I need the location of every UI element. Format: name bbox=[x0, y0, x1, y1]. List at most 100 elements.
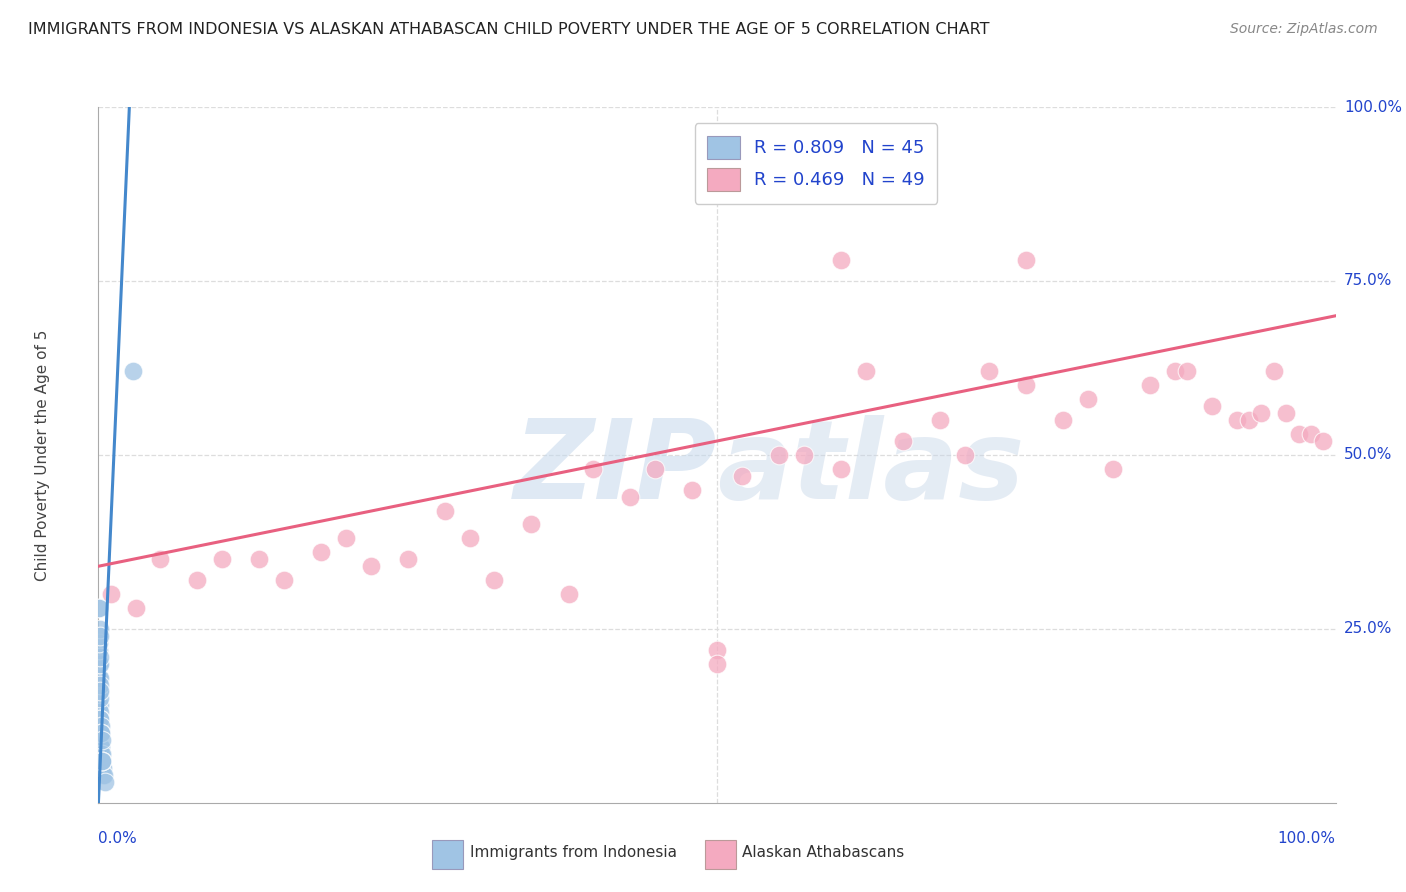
Point bbox=[706, 642, 728, 657]
Text: 25.0%: 25.0% bbox=[1344, 622, 1392, 636]
Point bbox=[247, 552, 270, 566]
Point bbox=[89, 629, 111, 643]
Point bbox=[1275, 406, 1298, 420]
Point bbox=[89, 601, 111, 615]
Point bbox=[793, 448, 815, 462]
Point bbox=[90, 726, 112, 740]
Point bbox=[520, 517, 543, 532]
Point bbox=[830, 462, 852, 476]
Point bbox=[91, 761, 114, 775]
Point bbox=[122, 364, 145, 378]
Point bbox=[1237, 413, 1260, 427]
Point bbox=[1077, 392, 1099, 407]
Point bbox=[89, 671, 111, 685]
Point bbox=[1201, 399, 1223, 413]
Point bbox=[1288, 427, 1310, 442]
Point bbox=[644, 462, 666, 476]
Point bbox=[89, 712, 111, 726]
Point bbox=[1015, 253, 1038, 268]
Text: 0.0%: 0.0% bbox=[98, 830, 138, 846]
Point bbox=[89, 761, 111, 775]
Point bbox=[706, 657, 728, 671]
Point bbox=[100, 587, 122, 601]
Point bbox=[91, 754, 114, 768]
Point bbox=[90, 761, 112, 775]
Point bbox=[1226, 413, 1249, 427]
Point bbox=[89, 712, 111, 726]
Point bbox=[582, 462, 605, 476]
Point bbox=[89, 649, 111, 664]
Point bbox=[89, 671, 111, 685]
Text: atlas: atlas bbox=[717, 416, 1025, 523]
Point bbox=[396, 552, 419, 566]
Point bbox=[89, 691, 111, 706]
Bar bbox=[433, 839, 464, 869]
Point bbox=[90, 747, 112, 761]
Point bbox=[211, 552, 233, 566]
Point bbox=[90, 740, 112, 755]
Point bbox=[1015, 378, 1038, 392]
Point bbox=[93, 768, 115, 782]
Point bbox=[335, 532, 357, 546]
Point bbox=[619, 490, 641, 504]
Point bbox=[90, 747, 112, 761]
Text: 50.0%: 50.0% bbox=[1344, 448, 1392, 462]
Point bbox=[124, 601, 146, 615]
Point bbox=[89, 698, 111, 713]
Point bbox=[433, 503, 456, 517]
Text: ZIP: ZIP bbox=[513, 416, 717, 523]
Text: Source: ZipAtlas.com: Source: ZipAtlas.com bbox=[1230, 22, 1378, 37]
Legend: R = 0.809   N = 45, R = 0.469   N = 49: R = 0.809 N = 45, R = 0.469 N = 49 bbox=[695, 123, 938, 203]
Bar bbox=[704, 839, 735, 869]
Point bbox=[90, 754, 112, 768]
Point bbox=[87, 601, 110, 615]
Point bbox=[360, 559, 382, 574]
Point bbox=[93, 775, 115, 789]
Point bbox=[89, 726, 111, 740]
Point bbox=[89, 642, 111, 657]
Point bbox=[89, 657, 111, 671]
Point bbox=[557, 587, 579, 601]
Point bbox=[89, 706, 111, 720]
Point bbox=[928, 413, 950, 427]
Text: 75.0%: 75.0% bbox=[1344, 274, 1392, 288]
Point bbox=[186, 573, 208, 587]
Point bbox=[90, 733, 112, 747]
Point bbox=[91, 754, 114, 768]
Point bbox=[1164, 364, 1187, 378]
Point bbox=[1263, 364, 1285, 378]
Point bbox=[891, 434, 914, 448]
Point bbox=[309, 545, 332, 559]
Point bbox=[855, 364, 877, 378]
Text: 100.0%: 100.0% bbox=[1344, 100, 1402, 114]
Point bbox=[484, 573, 506, 587]
Point bbox=[89, 740, 111, 755]
Point bbox=[953, 448, 976, 462]
Point bbox=[149, 552, 172, 566]
Point bbox=[90, 719, 112, 733]
Point bbox=[89, 684, 111, 698]
Text: Alaskan Athabascans: Alaskan Athabascans bbox=[742, 846, 904, 861]
Point bbox=[731, 468, 754, 483]
Point bbox=[830, 253, 852, 268]
Point bbox=[273, 573, 295, 587]
Point bbox=[90, 740, 112, 755]
Point bbox=[681, 483, 703, 497]
Text: Child Poverty Under the Age of 5: Child Poverty Under the Age of 5 bbox=[35, 329, 51, 581]
Point bbox=[1102, 462, 1125, 476]
Point bbox=[1139, 378, 1161, 392]
Point bbox=[89, 726, 111, 740]
Point bbox=[89, 684, 111, 698]
Point bbox=[1175, 364, 1198, 378]
Point bbox=[90, 726, 112, 740]
Point bbox=[979, 364, 1001, 378]
Point bbox=[89, 636, 111, 650]
Text: IMMIGRANTS FROM INDONESIA VS ALASKAN ATHABASCAN CHILD POVERTY UNDER THE AGE OF 5: IMMIGRANTS FROM INDONESIA VS ALASKAN ATH… bbox=[28, 22, 990, 37]
Point bbox=[93, 768, 115, 782]
Point bbox=[1299, 427, 1322, 442]
Point bbox=[89, 677, 111, 691]
Point bbox=[1052, 413, 1074, 427]
Text: Immigrants from Indonesia: Immigrants from Indonesia bbox=[470, 846, 676, 861]
Point bbox=[90, 747, 112, 761]
Point bbox=[89, 622, 111, 636]
